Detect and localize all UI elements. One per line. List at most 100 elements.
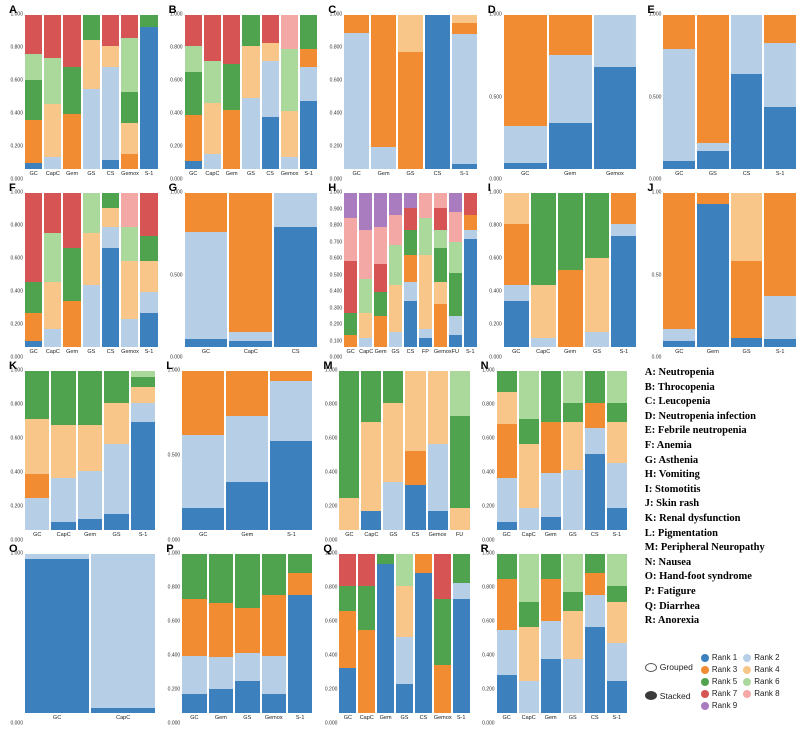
rank-color-dot (700, 701, 709, 710)
x-tick-label: CapC (116, 715, 131, 721)
bar-segment-rank-4 (82, 233, 100, 286)
bar-segment-rank-1 (663, 161, 696, 169)
bar-segment-rank-5 (530, 193, 556, 286)
stacked-bar-Gem (208, 554, 234, 713)
bar-segment-rank-6 (359, 279, 373, 314)
stacked-bar-GS (584, 193, 610, 347)
bar-segment-rank-3 (503, 15, 547, 126)
mode-legend-label: Stacked (659, 690, 691, 701)
plot-area (663, 15, 797, 169)
x-axis-labels: GC CapC Gem GS CS Gemox S-1 (339, 713, 469, 724)
x-tick-label: GS (568, 532, 577, 538)
bar-segment-rank-7 (358, 554, 376, 586)
y-tick-label: 0.600 (482, 618, 495, 625)
rank-color-dot (743, 689, 752, 698)
rank-color-dot (743, 677, 752, 686)
bar-segment-rank-2 (121, 319, 139, 347)
bar-segment-rank-3 (226, 371, 269, 416)
y-tick-label: 0.600 (329, 77, 343, 84)
panel-letter-G: G (168, 182, 178, 194)
bar-segment-rank-1 (503, 300, 529, 347)
x-tick-label: GC (199, 532, 208, 538)
panel-letter-C: C (328, 4, 337, 16)
bar-segment-rank-8 (359, 230, 373, 280)
x-tick-label: Gem (377, 171, 390, 177)
plot-wrap: GC CapC GS CS Gemox FU (339, 371, 470, 541)
x-tick-label: CapC (359, 349, 374, 355)
bar-segment-rank-8 (121, 193, 139, 227)
bar-segment-rank-7 (463, 193, 477, 215)
bar-segment-rank-5 (374, 291, 388, 317)
bar-segment-rank-3 (433, 665, 451, 713)
y-tick-label: 0.800 (170, 44, 183, 51)
bar-segment-rank-5 (540, 371, 561, 422)
bar-segment-rank-2 (463, 229, 477, 240)
y-tick-label: 0.800 (167, 584, 181, 591)
bar-segment-rank-5 (557, 193, 583, 270)
stacked-bar-CapC (44, 193, 62, 347)
outcome-legend-item: N: Nausea (644, 556, 692, 568)
bar-segment-rank-4 (606, 601, 627, 644)
y-tick-label: 0.200 (329, 321, 343, 328)
panel-letter-K: K (9, 360, 17, 372)
x-tick-label: CapC (359, 715, 374, 721)
panel-letter-H: H (328, 182, 337, 194)
y-tick-label: 0.600 (10, 435, 23, 442)
mode-legend-item-grouped[interactable]: Grouped (644, 662, 693, 672)
bar-segment-rank-4 (418, 254, 432, 329)
bar-segment-rank-2 (77, 471, 103, 519)
bar-segment-rank-6 (44, 58, 62, 105)
legend-column: A: Neutropenia B: Throcopenia C: Leucopeni… (635, 360, 804, 726)
bar-segment-rank-4 (396, 585, 413, 637)
stacked-bar-GC (496, 371, 517, 530)
stacked-bar-GC (339, 371, 360, 530)
stacked-bar-Gem (377, 554, 395, 713)
stacked-bar-GC (25, 193, 43, 347)
plot-area (25, 15, 158, 169)
rank-legend-item-1: Rank 1 (700, 653, 737, 662)
bar-segment-rank-4 (44, 282, 62, 329)
x-tick-label: FP (421, 349, 429, 355)
bar-segment-rank-2 (518, 681, 539, 713)
x-tick-label: Gem (379, 715, 392, 721)
bar-segment-rank-4 (121, 122, 139, 154)
stacked-bar-Gemox (121, 193, 139, 347)
rank-legend-item-9: Rank 9 (700, 701, 737, 710)
bar-segment-rank-5 (140, 236, 158, 261)
x-tick-label: S-1 (775, 349, 785, 355)
bar-segment-rank-1 (584, 627, 605, 713)
panel-F: F 0.000 0.200 0.400 0.600 0.800 1.000 GC CapC Gem… (6, 182, 166, 360)
y-tick-label: 0.300 (329, 305, 343, 311)
bar-segment-rank-3 (300, 48, 318, 68)
bar-segment-rank-4 (503, 193, 529, 224)
bar-segment-rank-4 (51, 425, 76, 478)
y-tick-label: 0.200 (324, 503, 338, 510)
bar-segment-rank-1 (496, 674, 517, 713)
bar-segment-rank-1 (184, 161, 202, 169)
x-tick-label: S-1 (287, 532, 296, 538)
rank-legend-item-2: Rank 2 (743, 653, 780, 662)
mode-legend-item-stacked[interactable]: Stacked (644, 690, 693, 701)
x-tick-label: GS (243, 715, 252, 721)
bar-segment-rank-3 (63, 113, 81, 169)
bar-segment-rank-1 (606, 681, 627, 713)
bar-segment-rank-4 (383, 402, 404, 483)
stacked-bar-S-1 (140, 15, 158, 169)
y-tick-label: 0.600 (10, 255, 23, 262)
bar-segment-rank-8 (448, 211, 462, 243)
panel-letter-P: P (166, 543, 174, 555)
outcome-legend-item: O: Hand-foot syndrome (644, 571, 752, 583)
x-tick-label: Gem (84, 532, 97, 538)
x-tick-label: Gemox (121, 349, 139, 355)
y-tick-label: 0.800 (324, 584, 338, 591)
plot-wrap: GC CapC Gem GS CS FP Gemox FU S-1 (344, 193, 477, 358)
bar-segment-rank-5 (51, 371, 76, 426)
y-axis: 0.000 0.500 1.000 (646, 12, 663, 182)
bar-segment-rank-2 (82, 285, 100, 347)
y-tick-label: 1.000 (482, 367, 495, 374)
bar-segment-rank-6 (448, 242, 462, 274)
bar-segment-rank-2 (184, 231, 228, 340)
y-tick-label: 1.000 (10, 189, 23, 196)
bar-segment-rank-1 (606, 507, 627, 530)
bar-segment-rank-7 (223, 15, 241, 65)
